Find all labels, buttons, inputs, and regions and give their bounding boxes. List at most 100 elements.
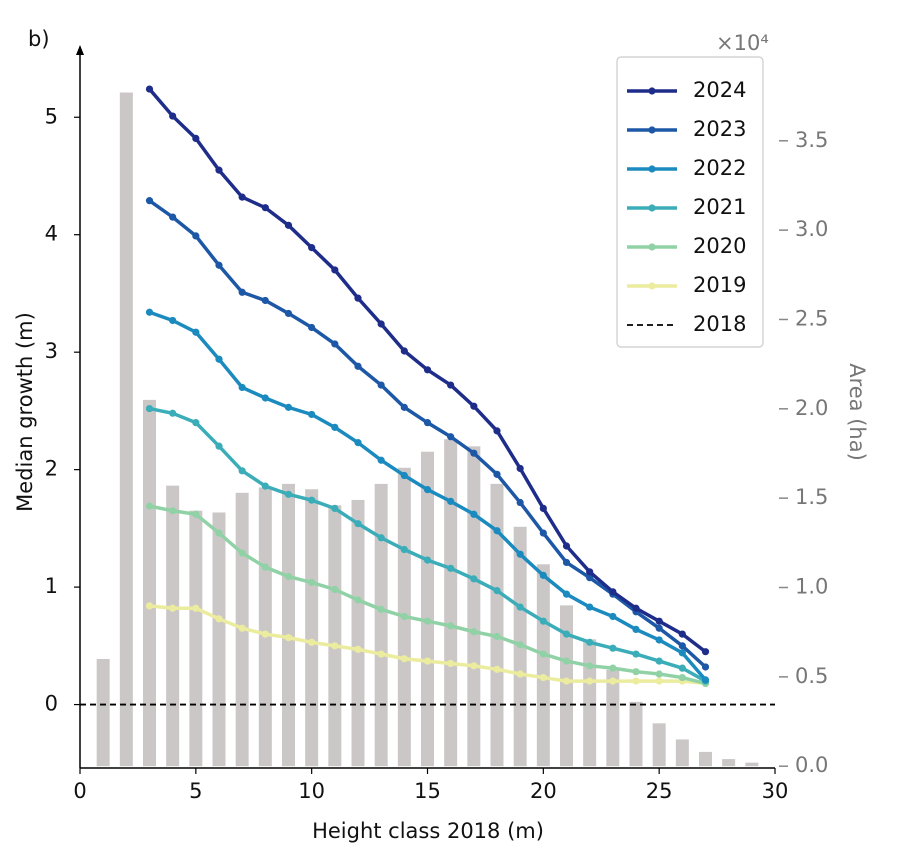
series-point [470, 449, 478, 457]
series-point [145, 197, 154, 205]
series-point [400, 612, 408, 621]
y-axis-label: Median growth (m) [13, 312, 37, 512]
series-point [400, 403, 408, 411]
y-tick-label: 0 [45, 692, 58, 716]
series-point [192, 232, 200, 240]
bar [699, 751, 712, 767]
series-point [308, 410, 316, 419]
series-point [562, 677, 571, 685]
series-point [238, 383, 246, 392]
legend-marker [648, 204, 656, 212]
series-point [377, 320, 385, 328]
series-point [678, 664, 686, 672]
y2-tick-label: 3.5 [795, 128, 828, 152]
series-point [354, 294, 362, 302]
series-point [423, 556, 432, 564]
series-point [145, 502, 154, 510]
series-point [238, 549, 246, 557]
series-point [586, 574, 594, 582]
bar [328, 505, 342, 767]
series-point [377, 381, 385, 389]
series-point [192, 134, 200, 142]
series-point [655, 670, 663, 678]
series-point [447, 659, 455, 668]
legend-label: 2022 [693, 156, 746, 180]
series-point [215, 166, 223, 174]
series-point [516, 464, 524, 473]
y2-tick-label: 1.5 [795, 485, 828, 509]
y2-tick-label: 2.0 [795, 396, 828, 420]
series-point [447, 497, 455, 505]
series-point [516, 550, 524, 558]
x-tick-label: 0 [73, 779, 86, 803]
x-tick-label: 15 [414, 779, 441, 803]
series-point [331, 585, 339, 594]
x-tick-label: 25 [646, 779, 673, 803]
x-axis-label: Height class 2018 (m) [312, 819, 544, 843]
series-point [354, 645, 362, 653]
series-point [423, 366, 432, 374]
series-point [562, 657, 571, 665]
y2-tick-label: 1.0 [795, 575, 828, 599]
series-point [609, 677, 617, 685]
series-point [655, 624, 663, 632]
series-point [354, 596, 362, 604]
bar [189, 510, 203, 767]
series-point [562, 542, 571, 550]
y2-tick-label: 0.5 [795, 664, 828, 688]
series-point [609, 612, 617, 621]
series-point [354, 362, 362, 370]
series-point [562, 558, 571, 567]
series-point [308, 323, 316, 332]
series-point [632, 677, 640, 685]
series-point [678, 649, 686, 657]
series-point [655, 677, 663, 685]
series-point [632, 604, 640, 612]
series-point [539, 504, 547, 513]
series-point [470, 575, 478, 583]
series-point [447, 564, 455, 572]
series-point [655, 617, 663, 625]
series-point [284, 490, 293, 498]
series-point [331, 266, 339, 274]
series-point [539, 650, 547, 658]
series-point [331, 504, 339, 513]
bar [560, 605, 573, 767]
series-point [169, 316, 177, 325]
series-point [169, 604, 177, 612]
series-point [609, 588, 617, 596]
series-point [308, 638, 316, 646]
series-point [261, 630, 269, 638]
series-point [238, 288, 246, 296]
series-point [586, 568, 594, 576]
series-point [701, 676, 710, 684]
legend-label: 2023 [693, 117, 746, 141]
series-point [308, 578, 316, 587]
series-point [493, 470, 501, 478]
series-point [377, 456, 385, 464]
series-point [562, 590, 571, 598]
series-point [539, 571, 547, 579]
bar [536, 564, 550, 767]
legend-marker [648, 165, 656, 173]
series-point [470, 628, 478, 636]
series-point [539, 529, 547, 537]
bar [119, 92, 133, 767]
bar [351, 499, 365, 767]
series-point [169, 409, 177, 417]
y-tick-label: 2 [45, 457, 58, 481]
series-point [632, 668, 640, 676]
series-point [701, 648, 710, 656]
y-axis-arrow [76, 45, 84, 55]
series-point [423, 657, 432, 665]
series-point [261, 563, 269, 571]
bar [212, 512, 226, 767]
series-point [447, 622, 455, 630]
legend-marker [648, 126, 656, 134]
series-point [215, 615, 223, 623]
series-point [470, 662, 478, 670]
bar [166, 485, 180, 767]
series-point [145, 602, 154, 610]
series-point [678, 642, 686, 650]
